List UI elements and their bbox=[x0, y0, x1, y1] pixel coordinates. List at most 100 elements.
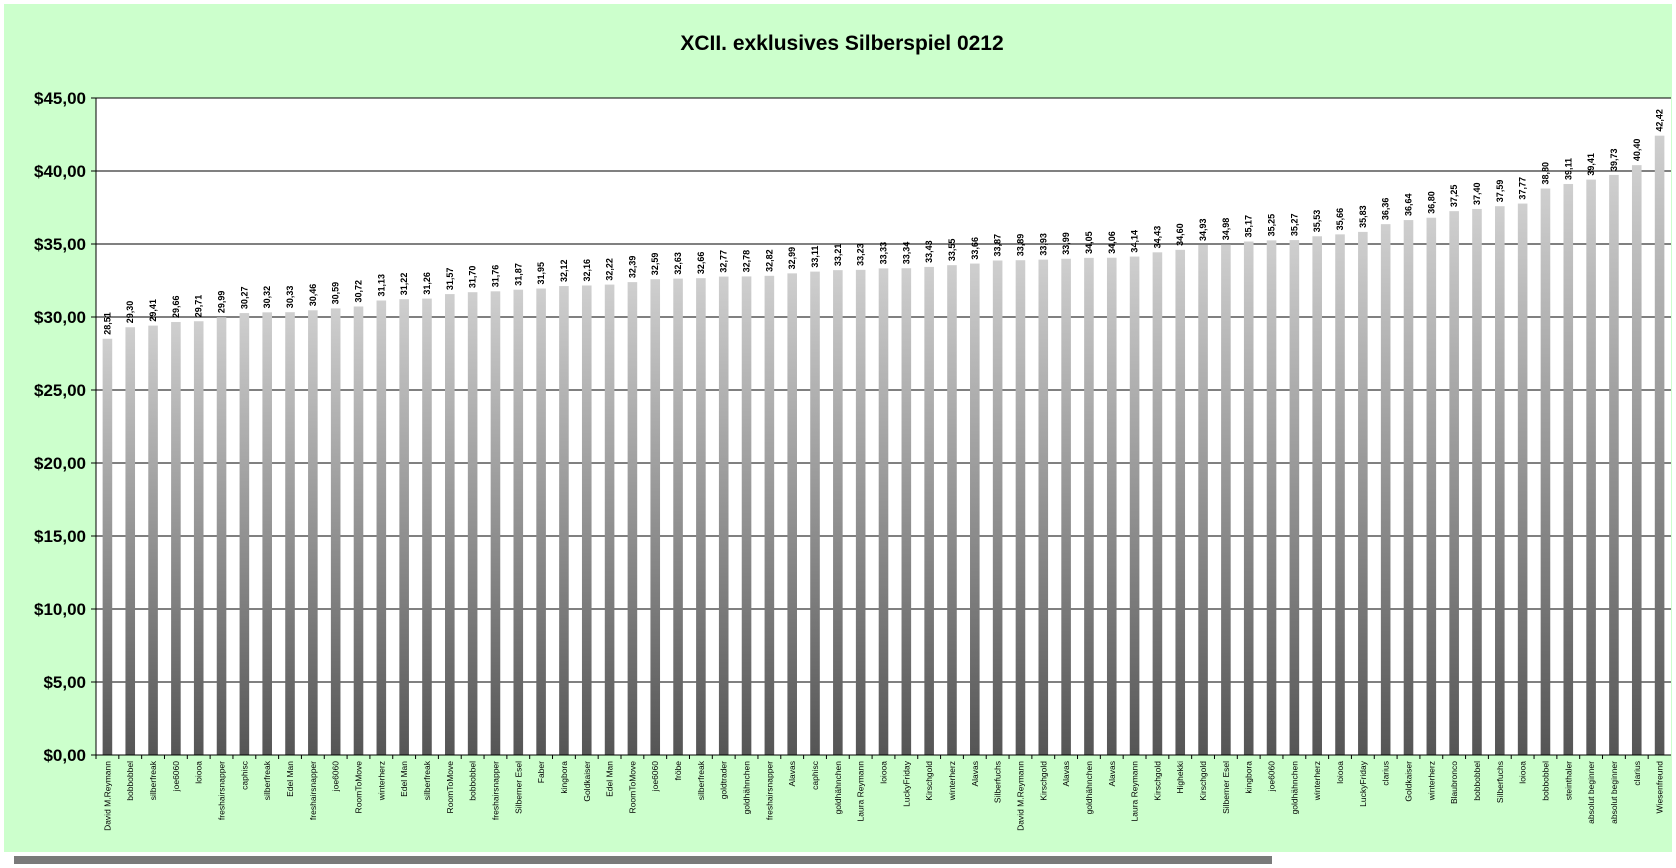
bar bbox=[1289, 240, 1300, 756]
x-tick-label: Highekki bbox=[1175, 761, 1185, 794]
bar-value-label: 34,14 bbox=[1130, 230, 1140, 253]
bar-value-label: 29,71 bbox=[194, 295, 204, 318]
x-tick-label: Laura Reymann bbox=[856, 761, 866, 822]
x-tick-label: joe6060 bbox=[1267, 761, 1277, 793]
bar bbox=[193, 321, 204, 755]
bar-value-label: 33,21 bbox=[833, 244, 843, 267]
x-tick-label: Laura Reymann bbox=[1130, 761, 1140, 822]
x-tick-label: LuckyFriday bbox=[901, 760, 911, 807]
bar bbox=[1563, 183, 1574, 755]
x-tick-label: Faber bbox=[536, 761, 546, 783]
x-tick-label: bobbobbel bbox=[1540, 761, 1550, 801]
bar bbox=[171, 321, 181, 755]
bar bbox=[353, 306, 364, 755]
bar-value-label: 39,11 bbox=[1563, 158, 1573, 180]
x-tick-label: Edel Man bbox=[399, 761, 409, 797]
x-tick-label: goldhähnchen bbox=[1289, 761, 1299, 815]
bar-value-label: 33,43 bbox=[924, 240, 934, 263]
bar-value-label: 32,59 bbox=[650, 253, 660, 276]
bar-value-label: 32,16 bbox=[582, 259, 592, 282]
bar bbox=[1106, 257, 1117, 755]
bar bbox=[696, 278, 706, 755]
x-tick-label: Alavas bbox=[1107, 761, 1117, 787]
bar bbox=[285, 312, 295, 755]
bar bbox=[1266, 240, 1277, 756]
x-tick-label: winterherz bbox=[376, 761, 386, 801]
bar bbox=[650, 279, 661, 755]
bar bbox=[125, 327, 136, 755]
x-tick-label: absolut beginner bbox=[1609, 761, 1619, 824]
x-tick-label: Silberner Esel bbox=[513, 761, 523, 814]
chart-area: XCII. exklusives Silberspiel 0212 28,51 2… bbox=[4, 4, 1672, 852]
bar-value-label: 30,33 bbox=[285, 286, 295, 309]
x-tick-label: Goldkaiser bbox=[582, 761, 592, 802]
bar-value-label: 40,40 bbox=[1632, 139, 1642, 162]
bar bbox=[1403, 220, 1414, 755]
bar bbox=[1129, 256, 1140, 755]
x-tick-label: Blaubronco bbox=[1449, 761, 1459, 804]
y-tick-label: $40,00 bbox=[34, 162, 86, 181]
bar-value-label: 32,99 bbox=[787, 247, 797, 270]
x-tick-label: silberfreak bbox=[696, 760, 706, 800]
bar bbox=[445, 294, 455, 755]
bar bbox=[673, 278, 683, 755]
bar-value-label: 32,22 bbox=[605, 258, 615, 281]
bar bbox=[1175, 249, 1186, 755]
x-tick-label: steinthaler bbox=[1563, 761, 1573, 800]
y-tick-label: $10,00 bbox=[34, 600, 86, 619]
x-tick-label: RoomToMove bbox=[627, 761, 637, 814]
x-tick-label: loiooa bbox=[194, 761, 204, 784]
bar bbox=[1654, 135, 1665, 756]
x-tick-label: Wiesenfreund bbox=[1655, 761, 1665, 814]
bar-value-label: 29,99 bbox=[217, 291, 227, 314]
bar bbox=[924, 266, 934, 755]
bar-value-label: 31,57 bbox=[445, 268, 455, 291]
x-tick-label: joe6060 bbox=[171, 761, 181, 793]
x-tick-label: bobbobbel bbox=[468, 761, 478, 801]
bar bbox=[262, 312, 272, 755]
bar-value-label: 30,46 bbox=[308, 284, 318, 307]
bar-value-label: 35,25 bbox=[1267, 214, 1277, 237]
x-tick-label: David M.Reymann bbox=[102, 761, 112, 831]
bar-value-label: 36,80 bbox=[1426, 191, 1436, 214]
x-tick-label: loiooa bbox=[1335, 761, 1345, 784]
x-tick-label: fröbe bbox=[673, 761, 683, 781]
x-tick-label: silberfreak bbox=[262, 760, 272, 800]
x-tick-label: Edel Man bbox=[605, 761, 615, 797]
y-tick-label: $15,00 bbox=[34, 527, 86, 546]
bar bbox=[581, 285, 592, 755]
bar bbox=[1358, 231, 1368, 755]
bar bbox=[239, 313, 250, 755]
bar bbox=[399, 299, 409, 755]
bar-value-label: 31,22 bbox=[399, 273, 409, 296]
x-tick-label: Silberfuchs bbox=[1495, 761, 1505, 803]
x-tick-label: caphisc bbox=[810, 760, 820, 790]
bar-value-label: 31,13 bbox=[376, 274, 386, 297]
x-tick-label: winterherz bbox=[947, 761, 957, 801]
bar-value-label: 34,06 bbox=[1107, 231, 1117, 254]
bar-value-label: 32,39 bbox=[627, 256, 637, 279]
x-tick-label: Goldkaiser bbox=[1404, 761, 1414, 802]
bar bbox=[330, 308, 341, 755]
bar-value-label: 30,32 bbox=[262, 286, 272, 309]
x-tick-label: silberfreak bbox=[422, 760, 432, 800]
x-tick-label: silberfreak bbox=[148, 760, 158, 800]
bar-value-label: 35,53 bbox=[1312, 210, 1322, 233]
bar bbox=[559, 286, 569, 755]
x-tick-label: loiooa bbox=[1518, 761, 1528, 784]
bar-value-label: 32,12 bbox=[559, 260, 569, 283]
bar bbox=[513, 289, 524, 755]
x-tick-label: Alavas bbox=[1061, 761, 1071, 787]
x-tick-label: joe6060 bbox=[650, 761, 660, 793]
bar-value-label: 35,27 bbox=[1289, 214, 1299, 237]
bar-value-label: 31,26 bbox=[422, 272, 432, 295]
bar bbox=[741, 276, 752, 755]
bar bbox=[764, 275, 775, 755]
x-tick-label: RoomToMove bbox=[445, 761, 455, 814]
bars bbox=[102, 135, 1665, 756]
bar bbox=[1495, 206, 1505, 755]
bar bbox=[1472, 208, 1482, 755]
x-tick-label: clarius bbox=[1632, 761, 1642, 786]
bar bbox=[1449, 211, 1459, 755]
horizontal-scrollbar[interactable] bbox=[14, 856, 1272, 864]
